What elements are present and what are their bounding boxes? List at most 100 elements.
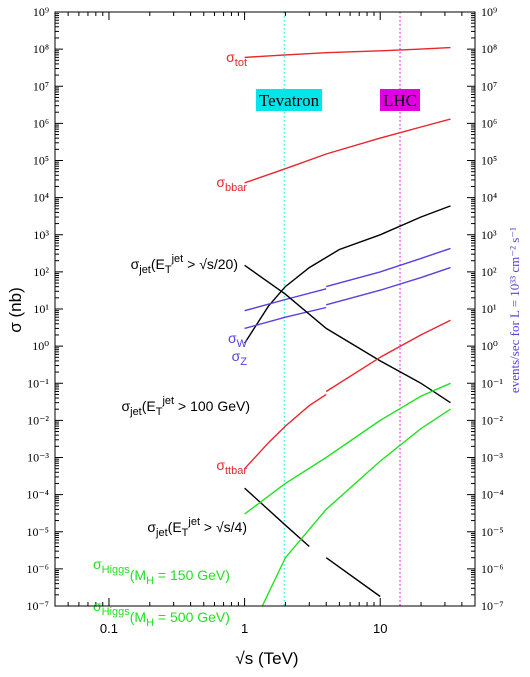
curve-label-part: jet — [187, 516, 200, 528]
curve-label-part: bbar — [225, 182, 247, 194]
curve-label-W: σW — [228, 330, 248, 350]
tevatron-marker-label: Tevatron — [259, 91, 320, 110]
series-higgs150-line — [244, 382, 451, 515]
curve-label-part: σ — [226, 49, 235, 65]
y-tick-label: 10⁻⁷ — [26, 599, 49, 613]
curve-label-part: T — [182, 527, 189, 539]
y-tick-label-right: 10⁻⁷ — [481, 599, 504, 613]
curve-label-Z: σZ — [232, 348, 248, 368]
y-tick-label-right: 10⁷ — [481, 79, 497, 93]
series-higgs150 — [244, 382, 451, 515]
series-W-line — [326, 247, 451, 288]
y-tick-label-right: 10⁻⁵ — [481, 525, 504, 539]
curve-label-part: = 150 GeV) — [154, 567, 230, 583]
curve-label-part: jet — [129, 406, 142, 418]
y-tick-label: 10⁶ — [33, 116, 49, 130]
lhc-marker: LHC — [380, 89, 420, 111]
curve-label-part: jet — [155, 527, 168, 539]
series-W-line — [244, 288, 327, 312]
y-tick-label-right: 10⁻⁴ — [481, 488, 504, 502]
series-tot-line — [244, 46, 451, 59]
series-jet4-line — [325, 557, 381, 598]
curve-label-part: σ — [216, 174, 225, 190]
curve-label-part: Higgs — [102, 564, 131, 576]
y-tick-label-right: 10² — [481, 265, 497, 279]
y-tick-label: 10⁰ — [32, 339, 49, 353]
y-tick-label: 10¹ — [33, 302, 49, 316]
curve-label-jet4: σjet(ETjet > √s/4) — [147, 516, 247, 539]
y-tick-label: 10⁸ — [33, 42, 49, 56]
y-tick-label-right: 10⁵ — [481, 154, 497, 168]
y-tick-label-right: 10³ — [481, 228, 497, 242]
curve-label-part: σ — [121, 398, 130, 414]
y-tick-label: 10⁻⁵ — [26, 525, 49, 539]
y-tick-label: 10⁻³ — [27, 451, 49, 465]
curve-label-part: T — [165, 264, 172, 276]
series-ttbar-line — [325, 319, 451, 393]
curve-label-part: σ — [147, 519, 156, 535]
x-tick-label: 1 — [241, 621, 248, 636]
y-tick-label-right: 10⁻³ — [481, 451, 503, 465]
curve-label-part: Z — [240, 356, 247, 368]
curve-label-part: Higgs — [102, 606, 131, 618]
series-Z-line — [326, 266, 451, 306]
y-tick-label: 10⁹ — [33, 5, 49, 19]
x-axis-label: √s (TeV) — [235, 649, 298, 668]
y-tick-label-right: 10⁻¹ — [481, 376, 503, 390]
y-tick-label-right: 10⁻² — [481, 413, 503, 427]
curve-label-jet100: σjet(ETjet > 100 GeV) — [121, 395, 250, 418]
curve-label-part: σ — [232, 348, 241, 364]
curve-label-part: jet — [161, 395, 174, 407]
curve-label-bbar: σbbar — [216, 174, 247, 194]
series-bbar-line — [244, 118, 451, 184]
lhc-marker-label: LHC — [383, 91, 417, 110]
curve-label-part: (E — [151, 256, 165, 272]
curve-label-jet20: σjet(ETjet > √s/20) — [131, 253, 238, 276]
right-y-axis-label: events/sec for L = 10³³ cm⁻² s⁻¹ — [507, 227, 522, 393]
curve-label-part: W — [237, 338, 248, 350]
y-tick-label: 10⁴ — [33, 191, 49, 205]
curve-label-part: (M — [130, 609, 146, 625]
series-Z-line — [244, 306, 327, 330]
curve-label-part: jet — [171, 253, 184, 265]
ticks-layer: 0.1 1 10 10⁹ 10⁹ 10⁸ 10⁸ 10⁷ 10⁷ 10⁶ 10⁶ 10⁵ 10⁵ 10⁴ 1… — [26, 5, 503, 636]
y-tick-label-right: 10⁰ — [481, 339, 498, 353]
series-higgs500-line — [261, 408, 451, 607]
curve-label-part: > √s/4) — [200, 519, 247, 535]
x-tick-label: 10 — [373, 621, 387, 636]
marker-lines-layer: Tevatron LHC — [255, 12, 420, 606]
series-W — [244, 247, 451, 312]
y-tick-label: 10⁻² — [27, 413, 49, 427]
tevatron-marker-box — [255, 89, 323, 111]
curve-label-part: σ — [131, 256, 140, 272]
curve-label-part: (M — [130, 567, 146, 583]
plot-frame — [54, 11, 476, 607]
y-tick-label-right: 10⁻⁶ — [481, 562, 504, 576]
y-tick-label: 10³ — [33, 228, 49, 242]
y-tick-label: 10⁻⁶ — [26, 562, 49, 576]
lhc-marker-box — [380, 89, 420, 111]
series-Z — [244, 266, 451, 330]
curve-label-part: σ — [228, 330, 237, 346]
curve-label-tot: σtot — [226, 49, 247, 69]
y-tick-label: 10² — [33, 265, 49, 279]
y-axis-label: σ (nb) — [6, 287, 25, 332]
curve-label-part: jet — [138, 264, 151, 276]
series-jet100 — [244, 264, 451, 404]
curve-label-higgs150: σHiggs(MH = 150 GeV) — [93, 556, 230, 587]
curve-label-part: σ — [216, 457, 225, 473]
curve-label-part: T — [156, 406, 163, 418]
curve-label-part: > √s/20) — [183, 256, 238, 272]
y-tick-label-right: 10¹ — [481, 302, 497, 316]
y-tick-label: 10⁻⁴ — [26, 488, 49, 502]
series-jet100-line — [244, 264, 451, 404]
series-ttbar-line — [244, 393, 327, 470]
x-tick-label: 0.1 — [100, 621, 118, 636]
curve-label-part: (E — [168, 519, 182, 535]
curve-label-part: tot — [235, 57, 247, 69]
curve-label-part: > 100 GeV) — [174, 398, 250, 414]
curve-label-part: = 500 GeV) — [154, 609, 230, 625]
y-tick-label-right: 10⁸ — [481, 42, 497, 56]
